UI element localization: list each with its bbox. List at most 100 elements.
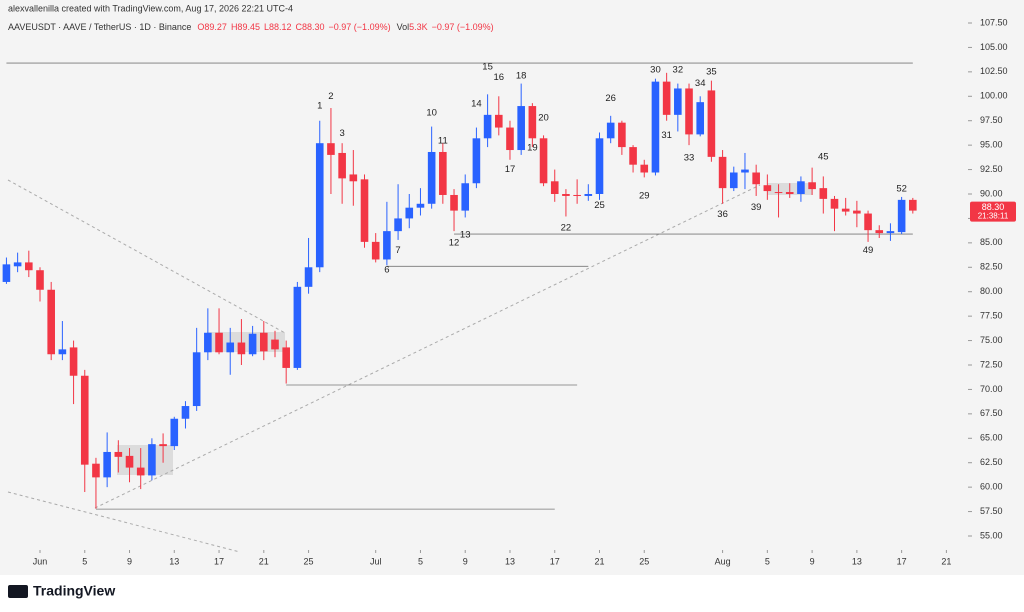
candle-body [450, 194, 458, 211]
x-tick-label: 13 [852, 556, 862, 566]
candle-body [853, 210, 861, 214]
candle-body [181, 406, 190, 419]
candle-body [148, 444, 156, 476]
candle-body [640, 164, 649, 173]
candle-body [170, 418, 179, 447]
candle-body [271, 339, 279, 350]
candle-body [696, 102, 705, 135]
candle-body [383, 231, 391, 260]
wave-label: 11 [438, 136, 448, 147]
wave-label: 3 [339, 128, 344, 139]
candle-body [349, 174, 358, 182]
candle-body [338, 152, 346, 179]
wave-label: 29 [639, 190, 650, 201]
candle-body [528, 106, 537, 139]
candle-body [58, 349, 67, 355]
candle-body [707, 90, 716, 157]
candle-body [674, 88, 682, 115]
wave-label: 16 [494, 72, 505, 83]
x-tick-label: 21 [259, 556, 269, 566]
candle-body [304, 267, 313, 287]
ohlc: C88.30 [296, 22, 325, 32]
wave-label: 7 [395, 245, 400, 256]
y-tick-label: 105.00 [980, 42, 1008, 52]
volume: 5.3K [409, 22, 428, 32]
candle-body [461, 183, 470, 211]
candle-body [841, 208, 850, 212]
candle-body [662, 81, 671, 115]
y-tick-label: 70.00 [980, 384, 1003, 394]
candle-body [416, 203, 425, 208]
y-tick-label: 85.00 [980, 237, 1003, 247]
candle-body [394, 218, 402, 232]
x-tick-label: 5 [82, 556, 87, 566]
countdown: 21:38:11 [978, 212, 1009, 221]
candle-body [36, 270, 44, 290]
chart-background [0, 0, 1024, 575]
x-tick-label: Aug [715, 556, 731, 566]
wave-label: 36 [717, 209, 728, 220]
wave-label: 31 [661, 130, 672, 141]
candle-body [573, 194, 581, 196]
candle-body [729, 172, 738, 189]
candle-body [595, 138, 604, 194]
y-tick-label: 55.00 [980, 530, 1003, 540]
last-price: 88.30 [982, 202, 1005, 212]
y-tick-label: 92.50 [980, 164, 1003, 174]
wave-label: 15 [482, 61, 493, 72]
wave-label: 13 [460, 230, 471, 241]
candle-body [774, 192, 783, 194]
change: −0.97 (−1.09%) [432, 22, 494, 32]
wave-label: 17 [505, 164, 516, 175]
y-tick-label: 62.50 [980, 457, 1003, 467]
x-tick-label: 9 [463, 556, 468, 566]
x-tick-label: 9 [127, 556, 132, 566]
candle-body [315, 143, 324, 268]
attribution: alexvallenilla created with TradingView.… [8, 3, 293, 13]
candle-body [517, 106, 525, 151]
change: −0.97 (−1.09%) [329, 22, 391, 32]
x-tick-label: 13 [169, 556, 179, 566]
wave-label: 45 [818, 151, 829, 162]
wave-label: 34 [695, 78, 706, 89]
candle-body [797, 181, 805, 194]
x-tick-label: 17 [897, 556, 907, 566]
ohlc: O89.27 [197, 22, 227, 32]
candle-body [204, 332, 212, 353]
legend: AAVEUSDT · AAVE / TetherUS · 1D · Binanc… [8, 22, 494, 32]
candle-body [584, 194, 593, 196]
candle-body [718, 156, 727, 189]
x-tick-label: 9 [810, 556, 815, 566]
wave-label: 19 [527, 143, 538, 154]
candle-body [629, 147, 637, 165]
candle-body [13, 262, 22, 267]
candle-body [237, 342, 246, 355]
y-tick-label: 80.00 [980, 286, 1003, 296]
candle-body [260, 332, 268, 352]
x-tick-label: 5 [765, 556, 770, 566]
wave-label: 52 [896, 184, 907, 195]
brand-logo [8, 585, 28, 598]
wave-label: 32 [673, 64, 684, 75]
wave-label: 30 [650, 64, 661, 75]
volume-label: Vol [397, 22, 410, 32]
wave-label: 6 [384, 265, 389, 276]
y-tick-label: 102.50 [980, 66, 1008, 76]
candle-body [439, 151, 447, 195]
y-tick-label: 67.50 [980, 408, 1003, 418]
candle-body [472, 138, 481, 184]
y-tick-label: 65.00 [980, 433, 1003, 443]
x-tick-label: 25 [639, 556, 649, 566]
wave-label: 20 [538, 112, 549, 123]
wave-label: 22 [561, 223, 572, 234]
candle-body [752, 172, 760, 185]
candle-body [92, 463, 100, 478]
wave-label: 10 [426, 107, 437, 118]
ohlc: L88.12 [264, 22, 292, 32]
candle-body [909, 199, 917, 211]
candle-body [741, 169, 749, 173]
x-tick-label: 25 [304, 556, 314, 566]
candle-body [293, 286, 302, 368]
y-tick-label: 60.00 [980, 482, 1003, 492]
